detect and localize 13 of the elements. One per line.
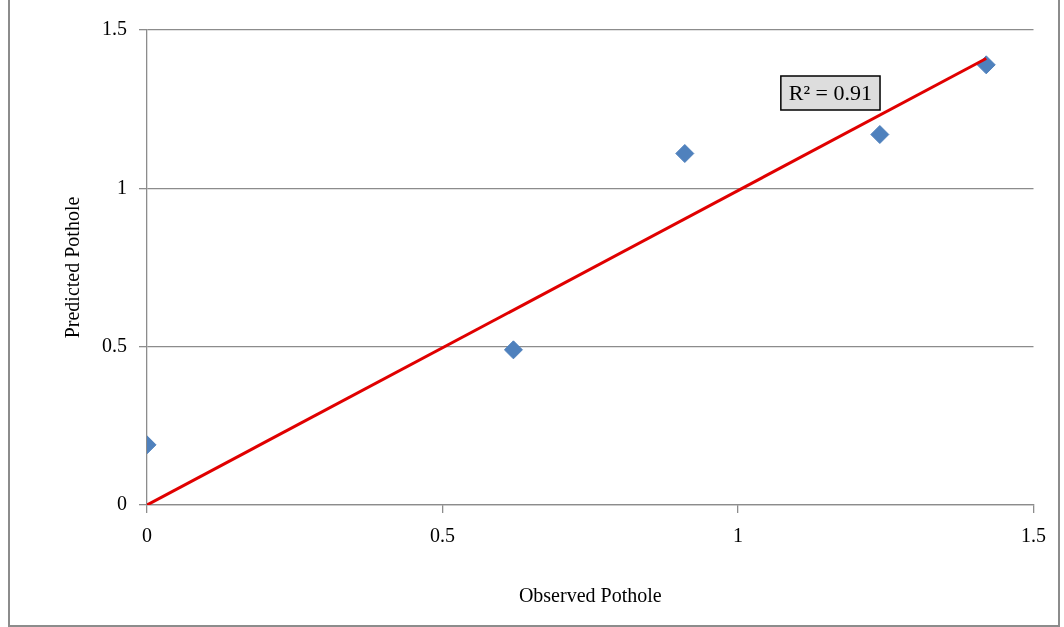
point — [675, 144, 695, 163]
y-tick-label: 1 — [117, 175, 127, 198]
annotation: R² = 0.91 — [788, 79, 873, 105]
x-tick-label: 0 — [142, 524, 152, 547]
y-tick-label: 0.5 — [102, 333, 127, 356]
x-tick-label: 1 — [733, 524, 743, 547]
x-tick-label: 0.5 — [430, 524, 455, 547]
y-tick-label: 1.5 — [102, 17, 127, 40]
point — [870, 125, 890, 144]
y-tick-label: 0 — [117, 492, 127, 515]
y-axis-title: Predicted Pothole — [61, 196, 84, 339]
x-tick-label: 1.5 — [1021, 524, 1046, 547]
x-axis-title: Observed Pothole — [518, 584, 662, 607]
